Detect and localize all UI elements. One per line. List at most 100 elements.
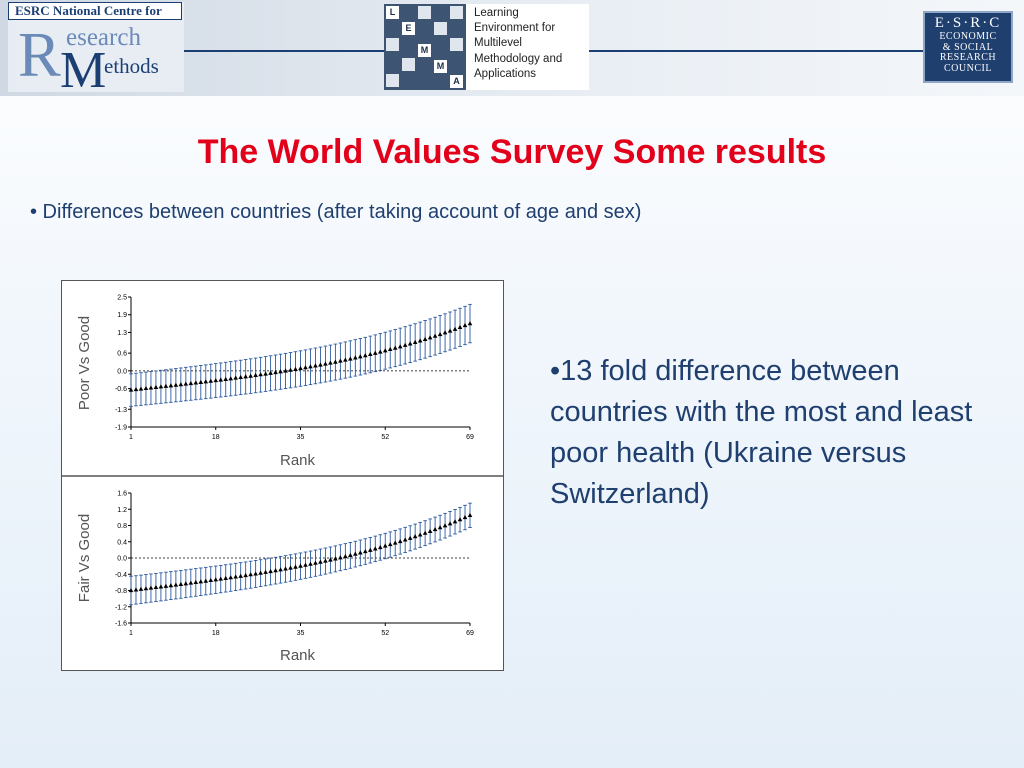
estimate-point [397, 344, 403, 349]
estimate-point [452, 326, 458, 331]
y-tick-label: -1.3 [115, 407, 127, 414]
y-tick-label: -0.8 [115, 588, 127, 595]
estimate-point [153, 384, 159, 389]
estimate-point [133, 587, 139, 592]
ncrm-logo-methods: ethods [104, 54, 159, 78]
estimate-point [442, 330, 448, 335]
ncrm-logo: ESRC National Centre for R esearch M eth… [8, 2, 184, 97]
estimate-point [333, 359, 338, 364]
estimate-point [462, 322, 468, 328]
estimate-point [263, 371, 268, 376]
estimate-point [367, 547, 373, 552]
y-tick-label: 1.3 [117, 330, 127, 337]
estimate-point [387, 346, 393, 352]
estimate-point [422, 336, 428, 341]
lemma-square [402, 58, 415, 71]
estimate-point [363, 353, 368, 358]
estimate-point [148, 585, 154, 590]
estimate-point [348, 552, 353, 557]
lemma-line: Multilevel [474, 37, 522, 50]
estimate-point [293, 366, 298, 371]
lemma-line: Environment for [474, 22, 556, 35]
estimate-point [313, 560, 318, 565]
estimate-point [298, 563, 303, 568]
lemma-grid: L E M M A [384, 4, 466, 90]
estimate-point [193, 579, 199, 585]
poor-vs-good-plot: 2.5 1.9 1.3 0.6 0.0 -0.6 -1.3 -1.91 18 35 52 69 Poor… [76, 295, 474, 470]
estimate-point [318, 559, 323, 564]
y-tick-label: 0.8 [117, 523, 127, 530]
y-tick-label: 0.6 [117, 351, 127, 358]
x-tick-label: 1 [129, 630, 133, 637]
slide-title: The World Values Survey Some results [197, 133, 827, 171]
estimate-point [213, 577, 219, 582]
estimate-point [467, 320, 473, 326]
lemma-letter: L [386, 6, 399, 19]
estimate-point [163, 383, 169, 388]
estimate-point [358, 354, 363, 359]
lemma-square [386, 74, 399, 87]
estimate-point [173, 582, 179, 587]
x-tick-label: 52 [381, 630, 389, 637]
estimate-point [457, 517, 463, 522]
lemma-square [450, 38, 463, 51]
estimate-point [338, 358, 343, 363]
estimate-point [133, 386, 139, 392]
estimate-point [158, 384, 164, 389]
estimate-point [377, 349, 383, 354]
y-tick-label: -1.2 [115, 604, 127, 611]
estimate-point [253, 571, 258, 576]
header-banner: ESRC National Centre for R esearch M eth… [0, 0, 1024, 97]
estimate-point [203, 379, 209, 384]
estimate-point [407, 535, 413, 540]
estimate-point [253, 372, 258, 378]
estimate-point [382, 348, 388, 353]
lemma-square [386, 38, 399, 51]
estimate-point [348, 356, 353, 361]
estimate-point [178, 382, 184, 387]
esrc-logo: E·S·R·C ECONOMIC & SOCIAL RESEARCH COUNC… [923, 11, 1013, 83]
esrc-logo-line: COUNCIL [944, 62, 992, 74]
estimate-point [208, 577, 214, 583]
estimate-point [308, 364, 313, 369]
lemma-square [418, 6, 431, 19]
estimate-point [273, 369, 278, 375]
estimate-point [238, 573, 243, 578]
estimate-point [427, 528, 433, 533]
lemma-letter: E [402, 22, 415, 35]
estimate-point [278, 567, 283, 572]
estimate-point [193, 380, 199, 385]
esrc-logo-acronym: E·S·R·C [934, 15, 1002, 31]
estimate-point [437, 525, 443, 530]
estimate-point [243, 572, 248, 578]
x-tick-label: 18 [212, 630, 220, 637]
estimate-point [363, 548, 368, 554]
ncrm-logo-heading: ESRC National Centre for [8, 2, 182, 20]
estimate-point [268, 568, 273, 574]
estimate-point [213, 377, 219, 383]
lemma-wordmark: Learning Environment for Multilevel Meth… [474, 6, 586, 82]
y-tick-label: -1.6 [115, 621, 127, 628]
estimate-point [203, 578, 209, 583]
estimate-point [382, 543, 388, 548]
x-tick-label: 35 [297, 434, 305, 441]
estimate-point [188, 580, 194, 585]
estimate-point [173, 382, 179, 387]
estimate-point [372, 350, 378, 355]
estimate-point [447, 328, 453, 333]
lemma-line: Methodology and [474, 52, 563, 65]
ncrm-logo-research: esearch [66, 24, 141, 51]
estimate-point [153, 584, 159, 590]
caterpillar-plots: 2.51.91.30.60.0-0.6-1.3-1.91 18 35 52 69Poor… [62, 295, 503, 664]
estimate-point [333, 556, 338, 561]
estimate-point [318, 362, 323, 367]
estimate-point [343, 357, 348, 362]
estimate-point [183, 381, 189, 386]
bullet-differences: • Differences between countries (after t… [30, 201, 642, 223]
y-axis-label: Fair Vs Good [76, 514, 93, 602]
y-tick-label: 1.2 [117, 507, 127, 514]
ncrm-logo-m: M [60, 42, 107, 99]
estimate-point [178, 581, 184, 586]
x-tick-label: 69 [466, 434, 474, 441]
estimate-point [442, 523, 448, 528]
